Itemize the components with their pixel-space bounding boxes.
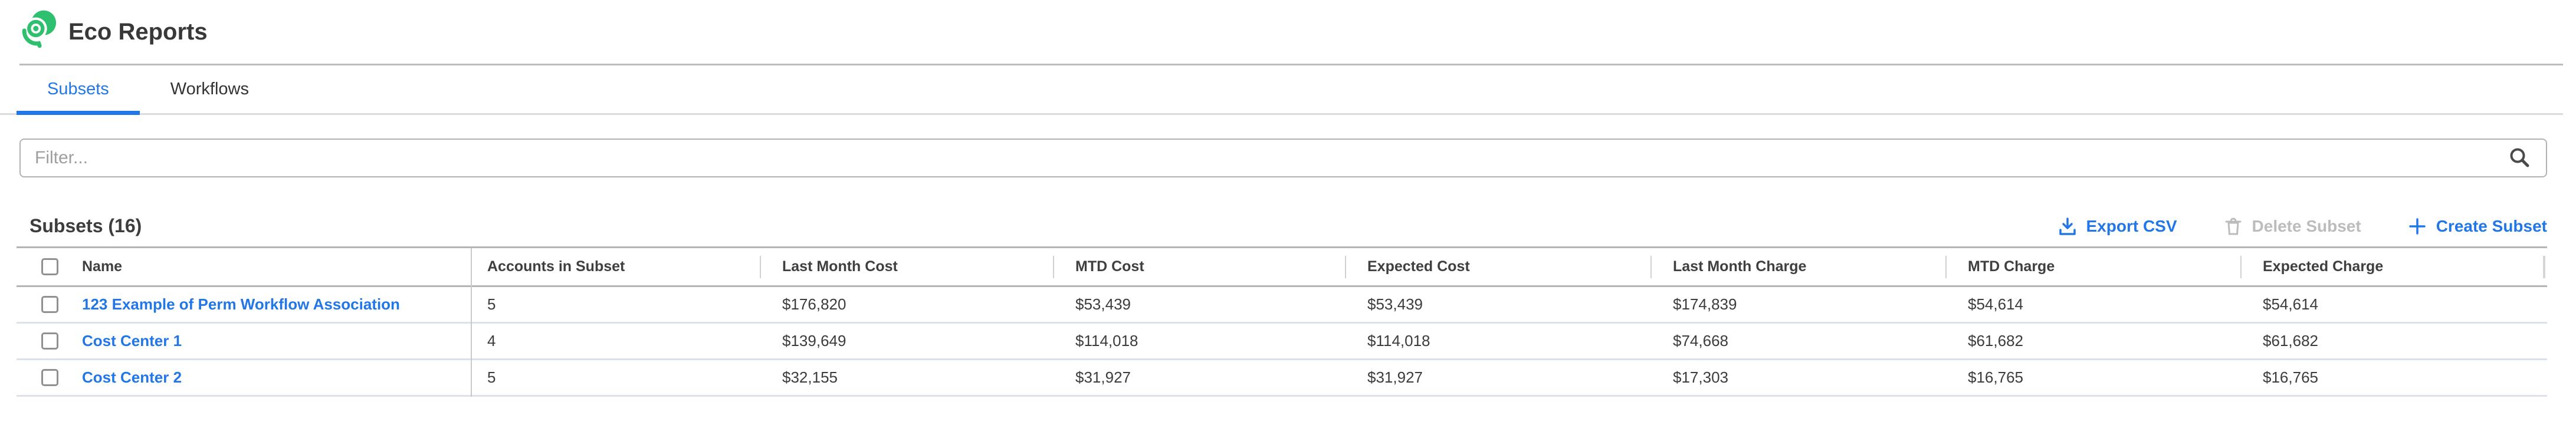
row-checkbox[interactable] [41, 332, 58, 350]
action-buttons: Export CSV Delete Subset Create Subset [2057, 216, 2547, 236]
subsets-count-heading: Subsets (16) [29, 215, 142, 236]
mtd-cost-cell: $53,439 [1075, 295, 1131, 313]
header-cell-last-month-cost: Last Month Cost [760, 248, 1053, 285]
delete-subset-button[interactable]: Delete Subset [2223, 216, 2361, 236]
export-csv-label: Export CSV [2086, 216, 2177, 235]
last-month-charge-cell: $17,303 [1673, 368, 1728, 386]
table-row: Cost Center 2 5 $32,155 $31,927 $31,927 … [17, 360, 2547, 397]
mtd-charge-cell: $54,614 [1968, 295, 2023, 313]
delete-subset-label: Delete Subset [2252, 216, 2361, 235]
accounts-cell: 4 [487, 332, 496, 350]
subset-name-link[interactable]: Cost Center 2 [82, 368, 182, 386]
filter-input[interactable] [19, 139, 2547, 177]
header-divider [19, 64, 2563, 65]
header-cell-expected-cost: Expected Cost [1345, 248, 1650, 285]
name-cell: Cost Center 2 [17, 368, 471, 387]
expected-charge-cell: $61,682 [2263, 332, 2318, 350]
last-month-cost-cell: $139,649 [782, 332, 846, 350]
subsets-table: Name Accounts in Subset Last Month Cost … [17, 246, 2547, 397]
create-subset-button[interactable]: Create Subset [2407, 216, 2547, 236]
subset-name-link[interactable]: 123 Example of Perm Workflow Association [82, 295, 400, 313]
header-cell-mtd-charge: MTD Charge [1945, 248, 2240, 285]
row-checkbox[interactable] [41, 369, 58, 386]
app-root: Eco Reports Subsets Workflows Subsets (1… [0, 0, 2576, 397]
eco-logo-icon [22, 10, 57, 48]
table-row: Cost Center 1 4 $139,649 $114,018 $114,0… [17, 324, 2547, 360]
header-cell-accounts: Accounts in Subset [487, 258, 625, 275]
last-month-charge-cell: $174,839 [1673, 295, 1737, 313]
page-title: Eco Reports [68, 18, 208, 45]
last-month-cost-cell: $32,155 [782, 368, 838, 386]
last-month-charge-cell: $74,668 [1673, 332, 1728, 350]
tab-bar: Subsets Workflows [0, 65, 2563, 115]
search-icon [2510, 148, 2529, 167]
header-cell-name: Name [17, 248, 471, 285]
column-header-name: Name [82, 258, 123, 275]
row-checkbox[interactable] [41, 296, 58, 313]
last-month-cost-cell: $176,820 [782, 295, 846, 313]
name-column-divider [471, 248, 472, 397]
expected-cost-cell: $53,439 [1367, 295, 1423, 313]
trash-icon [2225, 218, 2242, 235]
expected-cost-cell: $114,018 [1367, 332, 1430, 350]
mtd-cost-cell: $114,018 [1075, 332, 1138, 350]
tab-subsets[interactable]: Subsets [17, 65, 140, 115]
create-subset-label: Create Subset [2436, 216, 2547, 235]
tab-workflows[interactable]: Workflows [170, 80, 250, 98]
name-cell: 123 Example of Perm Workflow Association [17, 295, 471, 314]
export-csv-button[interactable]: Export CSV [2057, 216, 2177, 236]
select-all-checkbox[interactable] [41, 258, 58, 275]
expected-charge-cell: $16,765 [2263, 368, 2318, 386]
table-row: 123 Example of Perm Workflow Association… [17, 287, 2547, 324]
app-header: Eco Reports [0, 0, 2576, 64]
header-cell-mtd-cost: MTD Cost [1053, 248, 1345, 285]
table-header-row: Name Accounts in Subset Last Month Cost … [17, 248, 2547, 287]
name-cell: Cost Center 1 [17, 332, 471, 350]
header-cell-expected-charge: Expected Charge [2240, 248, 2547, 285]
mtd-cost-cell: $31,927 [1075, 368, 1131, 386]
header-cell-last-month-charge: Last Month Charge [1650, 248, 1945, 285]
expected-cost-cell: $31,927 [1367, 368, 1423, 386]
plus-icon [2408, 218, 2426, 235]
section-header: Subsets (16) Export CSV Delete Subset [29, 215, 2547, 237]
accounts-cell: 5 [487, 368, 496, 386]
filter-bar [19, 139, 2547, 177]
mtd-charge-cell: $61,682 [1968, 332, 2023, 350]
expected-charge-cell: $54,614 [2263, 295, 2318, 313]
mtd-charge-cell: $16,765 [1968, 368, 2023, 386]
download-icon [2059, 217, 2076, 235]
accounts-cell: 5 [487, 295, 496, 313]
subset-name-link[interactable]: Cost Center 1 [82, 332, 182, 350]
